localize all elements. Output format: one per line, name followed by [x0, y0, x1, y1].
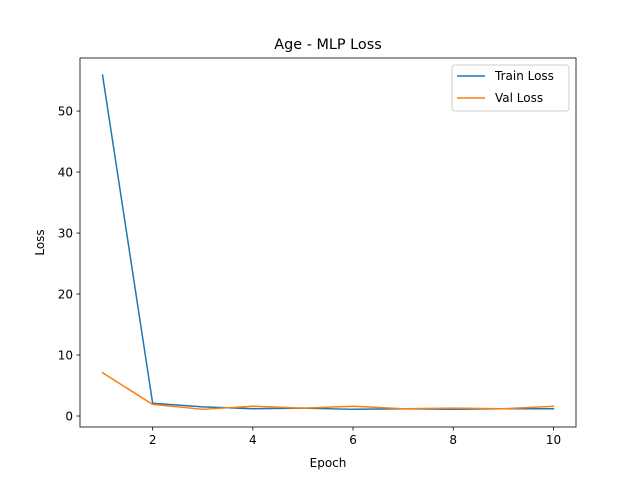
x-tick-label: 10: [546, 433, 561, 447]
y-tick-label: 50: [58, 105, 73, 119]
y-tick-label: 30: [58, 227, 73, 241]
x-axis-label: Epoch: [310, 456, 347, 470]
chart-title: Age - MLP Loss: [274, 37, 381, 53]
y-tick-label: 40: [58, 166, 73, 180]
legend-label-val-loss: Val Loss: [495, 91, 543, 105]
y-tick-label: 20: [58, 288, 73, 302]
x-tick-label: 2: [149, 433, 157, 447]
x-tick-label: 4: [249, 433, 257, 447]
y-tick-label: 10: [58, 349, 73, 363]
legend: Train Loss Val Loss: [452, 65, 569, 111]
x-tick-label: 8: [449, 433, 457, 447]
x-tick-label: 6: [349, 433, 357, 447]
legend-label-train-loss: Train Loss: [494, 69, 554, 83]
y-tick-label: 0: [65, 410, 73, 424]
y-axis-label: Loss: [33, 229, 47, 255]
